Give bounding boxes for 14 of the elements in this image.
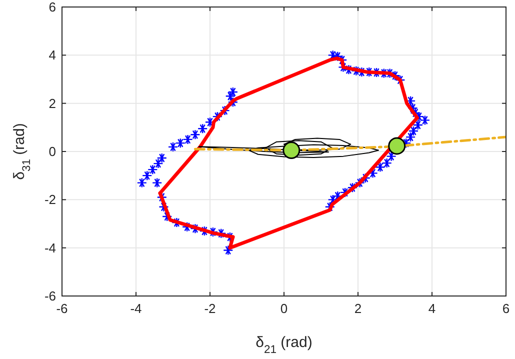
y-tick-label: -6: [44, 288, 56, 304]
y-tick-label: 2: [48, 96, 56, 111]
y-tick-label: 0: [48, 144, 56, 159]
y-tick-label: -2: [44, 192, 56, 208]
x-tick-label: -4: [130, 301, 142, 316]
y-tick-label: 4: [48, 48, 56, 63]
x-tick-label: 4: [428, 301, 436, 316]
x-axis-title: δ$_{21}$ (rad): [256, 334, 312, 356]
x-tick-label: 2: [354, 301, 362, 316]
x-tick-label: 0: [280, 301, 288, 316]
x-tick-label: -2: [204, 301, 216, 316]
y-tick-label: 6: [48, 0, 56, 14]
x-tick-label: 6: [502, 301, 510, 316]
y-tick-label: -4: [44, 240, 56, 256]
